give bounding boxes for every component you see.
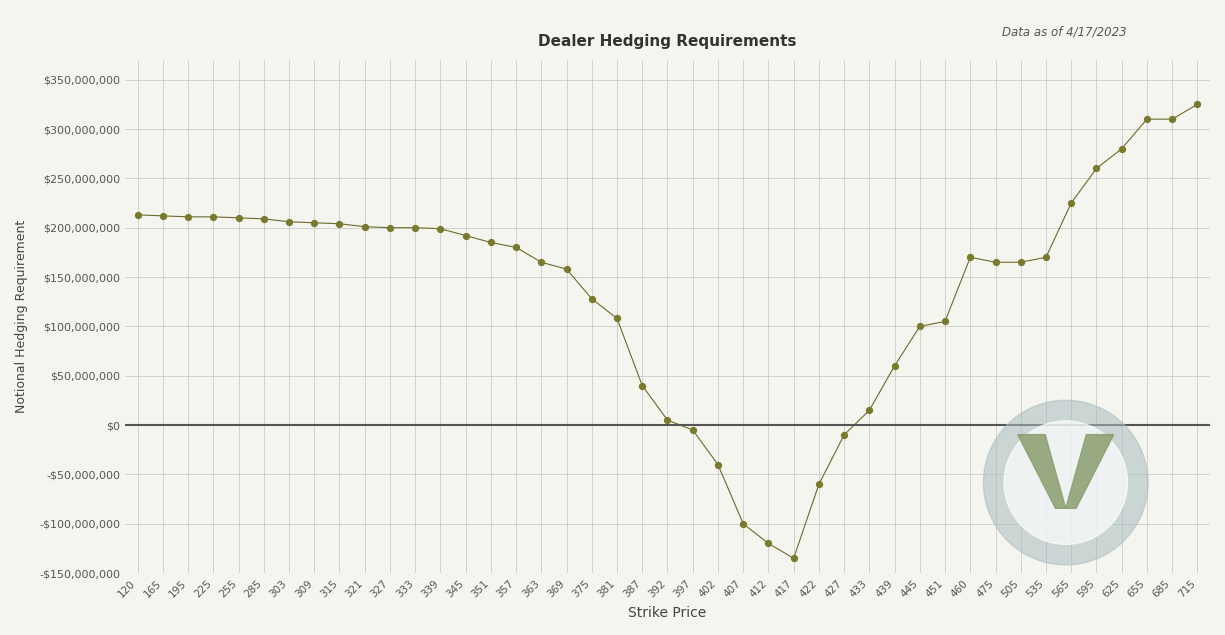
Point (884, 361, 904, 371)
Point (506, 243, 526, 253)
Point (430, 224, 450, 234)
Point (935, 316, 954, 326)
Point (1087, 163, 1106, 173)
Point (1061, 198, 1080, 208)
Point (608, 314, 627, 324)
X-axis label: Strike Price: Strike Price (628, 606, 707, 620)
Point (405, 223, 425, 233)
Point (734, 519, 753, 529)
Polygon shape (1018, 434, 1066, 509)
Point (860, 405, 880, 415)
Point (532, 257, 551, 267)
Point (682, 425, 702, 435)
Point (127, 210, 147, 220)
Point (481, 237, 501, 248)
Point (179, 211, 198, 222)
Point (960, 252, 980, 262)
Circle shape (1004, 421, 1127, 544)
Point (808, 479, 828, 490)
Point (758, 538, 778, 549)
Point (582, 293, 601, 304)
Point (229, 213, 249, 223)
Point (305, 218, 325, 228)
Point (355, 222, 375, 232)
Point (1187, 99, 1207, 109)
Y-axis label: Notional Hedging Requirement: Notional Hedging Requirement (15, 220, 28, 413)
Point (153, 211, 173, 221)
Point (708, 460, 728, 470)
Text: Data as of 4/17/2023: Data as of 4/17/2023 (1002, 25, 1127, 38)
Point (330, 218, 349, 229)
Point (1137, 114, 1156, 124)
Point (910, 321, 930, 331)
Point (986, 257, 1006, 267)
Point (834, 430, 854, 440)
Title: Dealer Hedging Requirements: Dealer Hedging Requirements (538, 34, 796, 49)
Point (1036, 252, 1056, 262)
Point (556, 264, 576, 274)
Point (1163, 114, 1182, 124)
Point (279, 217, 299, 227)
Point (254, 214, 273, 224)
Polygon shape (1066, 434, 1114, 509)
Point (1112, 144, 1132, 154)
Point (456, 231, 475, 241)
Point (380, 223, 399, 233)
Point (658, 415, 677, 425)
Point (632, 380, 652, 391)
Circle shape (984, 400, 1148, 565)
Point (1011, 257, 1030, 267)
Point (203, 211, 223, 222)
Point (784, 553, 804, 563)
